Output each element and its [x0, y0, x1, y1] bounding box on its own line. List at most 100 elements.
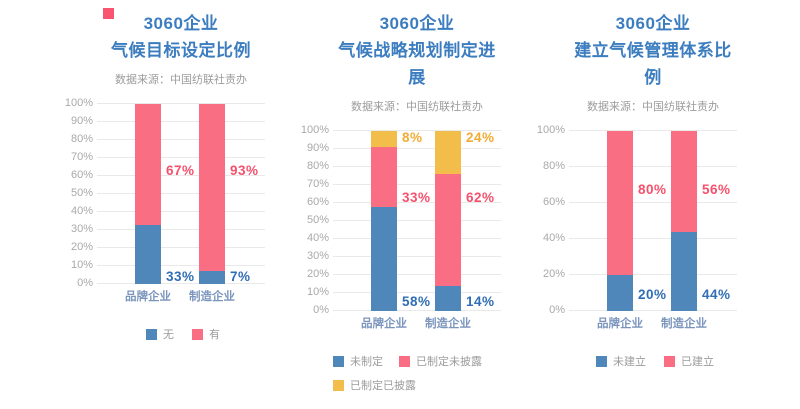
bar-segment: [371, 131, 397, 148]
gridline: 60%: [71, 169, 265, 181]
bar-segment: [671, 231, 697, 311]
gridline: 20%: [307, 268, 501, 280]
chart-title-line: 气候目标设定比例: [111, 41, 251, 60]
legend-swatch: [333, 355, 344, 367]
legend-item: 已制定未披露: [399, 353, 482, 369]
y-axis-tick-label: 0%: [313, 304, 329, 316]
value-label: 62%: [466, 189, 495, 205]
legend-item: 未制定: [333, 353, 383, 369]
legend-swatch: [192, 328, 203, 340]
value-label: 14%: [466, 294, 495, 309]
bar-segment: [435, 131, 461, 175]
chart-header: 3060企业 气候战略规划制定进展 数据来源：中国纺联社责办: [333, 10, 501, 114]
y-axis-tick-label: 60%: [70, 169, 93, 181]
chart-2: 3060企业 气候战略规划制定进展 数据来源：中国纺联社责办 0% 10% 20% 30% 4…: [291, 10, 503, 401]
gridline: 90%: [307, 142, 501, 154]
legend-swatch: [146, 328, 157, 340]
y-axis-tick-label: 60%: [306, 196, 329, 208]
y-axis-tick-label: 30%: [70, 223, 93, 235]
chart-header: 3060企业气候目标设定比例数据来源：中国纺联社责办: [97, 10, 265, 87]
gridline: 70%: [307, 178, 501, 190]
gridline: 70%: [71, 151, 265, 163]
value-label: 7%: [230, 268, 251, 284]
legend: 未建立 已建立: [569, 353, 741, 377]
y-axis-tick-label: 100%: [64, 97, 93, 109]
legend-label: 无: [163, 329, 174, 341]
gridline: 0%: [77, 277, 265, 289]
gridline: 10%: [307, 286, 501, 298]
y-axis-tick-label: 80%: [542, 160, 565, 172]
gridline: 80%: [71, 133, 265, 145]
legend-label: 有: [209, 329, 220, 341]
value-label: 93%: [230, 162, 259, 178]
legend-swatch: [333, 379, 344, 391]
category-label: 品牌企业: [125, 291, 171, 303]
gridline: 100%: [537, 124, 737, 136]
gridline: 40%: [543, 232, 737, 244]
value-label: 8%: [402, 130, 423, 146]
gridline: 100%: [301, 124, 501, 136]
value-label: 56%: [702, 182, 731, 198]
chart-3: 3060企业 建立气候管理体系比例 数据来源：中国纺联社责办 0% 20% 40% 60% 8…: [527, 10, 739, 401]
chart-header: 3060企业 建立气候管理体系比例 数据来源：中国纺联社责办: [569, 10, 737, 114]
chart-source: 数据来源：中国纺联社责办: [587, 101, 719, 113]
value-label: 20%: [638, 286, 667, 302]
gridline: 40%: [307, 232, 501, 244]
y-axis-tick-label: 20%: [306, 268, 329, 280]
y-axis-tick-label: 10%: [306, 286, 329, 298]
gridline: 10%: [71, 259, 265, 271]
gridline: 0%: [549, 304, 737, 316]
y-axis-tick-label: 10%: [70, 259, 93, 271]
legend-swatch: [596, 355, 607, 367]
bar-segment: [371, 147, 397, 207]
decor-red-square: [103, 8, 114, 19]
category-label: 制造企业: [661, 318, 707, 330]
legend-label: 未建立: [613, 356, 646, 368]
y-axis-tick-label: 0%: [549, 304, 565, 316]
legend-item: 无: [146, 326, 174, 342]
chart-title-line: 建立气候管理体系比例: [574, 41, 732, 87]
legend-item: 有: [192, 326, 220, 342]
gridline: 40%: [71, 205, 265, 217]
value-label: 44%: [702, 286, 731, 302]
y-axis-tick-label: 70%: [306, 178, 329, 190]
stacked-bar: [435, 131, 461, 311]
bar-segment: [435, 285, 461, 311]
bar-segment: [607, 275, 633, 311]
legend: 未制定 已制定未披露 已制定已披露: [333, 353, 505, 401]
gridline: 90%: [71, 115, 265, 127]
chart-title-line: 3060企业: [143, 14, 219, 33]
gridline: 50%: [71, 187, 265, 199]
value-label: 58%: [402, 294, 431, 309]
stacked-bar: [671, 131, 697, 311]
y-axis-tick-label: 90%: [70, 115, 93, 127]
bar-segment: [671, 131, 697, 232]
chart-source: 数据来源：中国纺联社责办: [115, 74, 247, 86]
gridline: 0%: [313, 304, 501, 316]
gridline: 100%: [65, 97, 265, 109]
gridline: 60%: [307, 196, 501, 208]
y-axis-tick-label: 100%: [536, 124, 565, 136]
gridline: 80%: [543, 160, 737, 172]
y-axis-tick-label: 40%: [542, 232, 565, 244]
bar-segment: [199, 271, 225, 284]
chart-title-line: 3060企业: [379, 14, 455, 33]
value-label: 24%: [466, 130, 495, 146]
legend-swatch: [399, 355, 410, 367]
bar-segment: [607, 131, 633, 275]
legend-item: 已制定已披露: [333, 377, 416, 393]
gridline: 20%: [71, 241, 265, 253]
y-axis-tick-label: 100%: [300, 124, 329, 136]
category-axis: 品牌企业 制造企业: [97, 288, 265, 304]
legend: 无有: [97, 326, 269, 350]
y-axis-tick-label: 80%: [306, 160, 329, 172]
bar-segment: [435, 174, 461, 286]
bar-segment: [135, 224, 161, 284]
gridline: 50%: [307, 214, 501, 226]
plot-area: 0% 20% 40% 60% 80% 100% 20% 80% 44% 56%: [537, 124, 737, 316]
charts-row: 3060企业气候目标设定比例数据来源：中国纺联社责办 0% 10% 20% 30% 40%…: [55, 10, 739, 401]
chart-1: 3060企业气候目标设定比例数据来源：中国纺联社责办 0% 10% 20% 30% 40%…: [55, 10, 267, 401]
stacked-bar: [135, 104, 161, 284]
legend-label: 已制定未披露: [416, 356, 482, 368]
